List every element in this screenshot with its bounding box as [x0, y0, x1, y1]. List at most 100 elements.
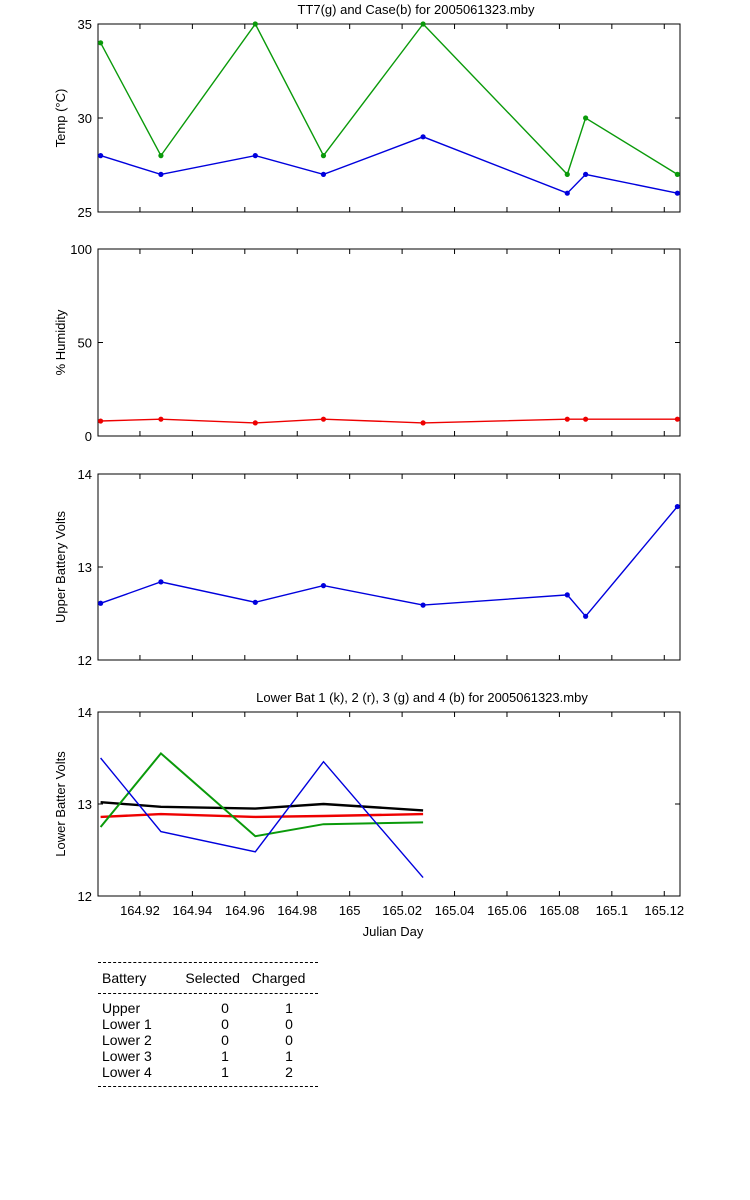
- charged-value: 1: [285, 1000, 293, 1016]
- plot-frame: [97, 248, 681, 437]
- data-point: [564, 171, 570, 177]
- data-point: [564, 190, 570, 196]
- data-point: [583, 171, 589, 177]
- y-axis-label: % Humidity: [53, 309, 68, 375]
- selected-value: 0: [221, 1000, 229, 1016]
- table-header-rule: [98, 993, 318, 994]
- table-row: Lower 2 0 0: [102, 1032, 318, 1048]
- selected-value: 1: [221, 1048, 229, 1064]
- table-top-rule: [98, 962, 318, 963]
- data-point: [252, 21, 258, 27]
- series-line: [100, 812, 424, 819]
- data-point: [564, 416, 570, 422]
- data-point: [252, 420, 258, 426]
- battery-name: Upper: [102, 1000, 141, 1016]
- series-line: [100, 506, 678, 618]
- charged-value: 1: [285, 1048, 293, 1064]
- data-point: [98, 153, 104, 159]
- data-point: [252, 599, 258, 605]
- series-line: [99, 24, 678, 176]
- x-tick-label: 164.98: [277, 903, 317, 918]
- battery-status-table: Battery Selected Charged Upper 0 1 Lower…: [98, 962, 318, 1087]
- y-tick-label: 50: [78, 336, 92, 351]
- series-line: [100, 757, 424, 879]
- y-tick-label: 100: [70, 242, 92, 257]
- data-point: [674, 171, 680, 177]
- plot-frame: [97, 473, 681, 661]
- battery-name: Lower 2: [102, 1032, 152, 1048]
- table-row: Lower 1 0 0: [102, 1016, 318, 1032]
- data-point: [674, 416, 680, 422]
- charged-value: 0: [285, 1016, 293, 1032]
- header-charged: Charged: [251, 970, 306, 986]
- data-point: [252, 153, 258, 159]
- data-point: [158, 579, 164, 585]
- y-tick-label: 35: [78, 17, 92, 32]
- data-point: [420, 420, 426, 426]
- chart-title: TT7(g) and Case(b) for 2005061323.mby: [297, 2, 535, 17]
- table-row: Lower 3 1 1: [102, 1048, 318, 1064]
- plot-frame: [97, 711, 681, 897]
- x-tick-label: 165.02: [382, 903, 422, 918]
- series-line: [100, 136, 678, 195]
- x-tick-label: 165.08: [540, 903, 580, 918]
- data-point: [320, 153, 327, 159]
- x-tick-label: 165.04: [435, 903, 475, 918]
- series-line: [100, 801, 424, 812]
- table-bottom-rule: [98, 1086, 318, 1087]
- x-tick-label: 165.1: [596, 903, 629, 918]
- selected-value: 0: [221, 1016, 229, 1032]
- x-tick-label: 164.96: [225, 903, 265, 918]
- y-tick-label: 14: [78, 467, 92, 482]
- y-tick-label: 14: [78, 705, 92, 720]
- data-point: [320, 171, 327, 177]
- table-row: Lower 4 1 2: [102, 1064, 318, 1080]
- plot-frame: [97, 23, 681, 213]
- data-point: [674, 190, 680, 196]
- charged-value: 2: [285, 1064, 293, 1080]
- data-point: [98, 40, 104, 46]
- table-header-row: Battery Selected Charged: [98, 963, 318, 993]
- series-line: [100, 418, 678, 424]
- y-tick-label: 13: [78, 797, 92, 812]
- data-point: [420, 602, 426, 608]
- data-point: [420, 21, 426, 27]
- y-axis-label: Lower Batter Volts: [53, 751, 68, 857]
- selected-value: 0: [221, 1032, 229, 1048]
- battery-name: Lower 3: [102, 1048, 152, 1064]
- y-tick-label: 13: [78, 560, 92, 575]
- x-axis-label: Julian Day: [363, 924, 424, 939]
- data-point: [674, 503, 680, 510]
- y-tick-label: 12: [78, 889, 92, 904]
- data-point: [98, 418, 104, 424]
- data-point: [564, 592, 570, 598]
- series-line: [99, 751, 424, 838]
- data-point: [320, 583, 327, 589]
- selected-value: 1: [221, 1064, 229, 1080]
- charged-value: 0: [285, 1032, 293, 1048]
- data-point: [583, 613, 589, 619]
- data-point: [420, 134, 426, 140]
- data-point: [158, 153, 164, 159]
- y-tick-label: 12: [78, 653, 92, 668]
- header-battery: Battery: [102, 970, 147, 986]
- data-point: [158, 416, 164, 422]
- x-tick-label: 165.06: [487, 903, 527, 918]
- header-selected: Selected: [185, 970, 240, 986]
- y-tick-label: 25: [78, 205, 92, 220]
- data-point: [583, 115, 589, 121]
- y-axis-label: Temp (°C): [53, 89, 68, 148]
- data-point: [158, 171, 164, 177]
- x-tick-label: 164.92: [120, 903, 160, 918]
- x-tick-label: 164.94: [172, 903, 212, 918]
- x-tick-label: 165: [339, 903, 361, 918]
- battery-name: Lower 1: [102, 1016, 152, 1032]
- chart-canvas: 25 30 35 TT7(g) and Case(b) for 2005061323.…: [53, 2, 684, 939]
- y-axis-label: Upper Battery Volts: [53, 511, 68, 623]
- y-tick-label: 30: [78, 111, 92, 126]
- data-point: [320, 416, 327, 422]
- table-body: Upper 0 1 Lower 1 0 0 Lower 2 0 0 Lower …: [98, 994, 318, 1086]
- data-point: [98, 600, 104, 606]
- battery-name: Lower 4: [102, 1064, 152, 1080]
- x-tick-label: 165.12: [644, 903, 684, 918]
